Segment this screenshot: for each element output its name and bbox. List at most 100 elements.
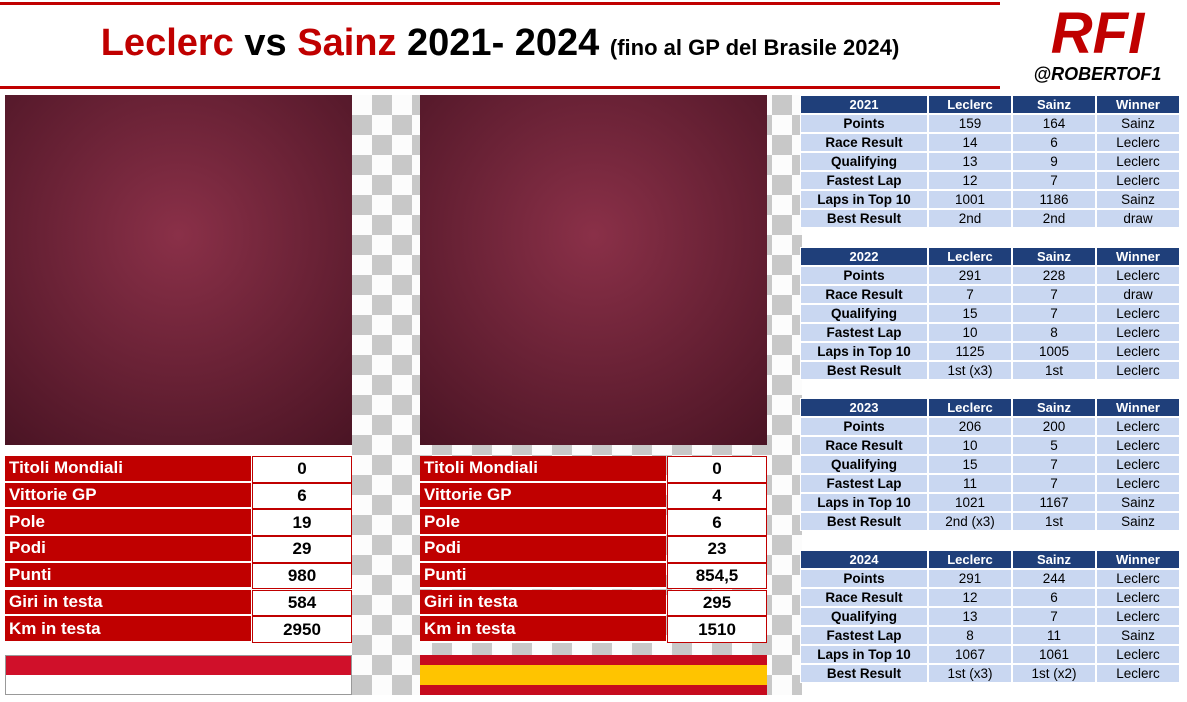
cell-value: Sainz bbox=[1096, 190, 1180, 209]
cell-value: draw bbox=[1096, 209, 1180, 228]
row-label: Best Result bbox=[800, 361, 928, 380]
stat-value: 6 bbox=[252, 482, 352, 510]
cell-value: 13 bbox=[928, 607, 1012, 626]
stat-value: 0 bbox=[667, 456, 767, 483]
cell-value: 10 bbox=[928, 323, 1012, 342]
cell-value: 1st (x3) bbox=[928, 361, 1012, 380]
stat-value: 854,5 bbox=[667, 562, 767, 590]
cell-value: 159 bbox=[928, 114, 1012, 133]
title: Leclerc vs Sainz 2021- 2024 (fino al GP … bbox=[0, 22, 1000, 65]
cell-value: 7 bbox=[1012, 607, 1096, 626]
driver-photo bbox=[5, 95, 352, 445]
year-header: Sainz bbox=[1012, 247, 1096, 266]
cell-value: 7 bbox=[928, 285, 1012, 304]
year-header: 2022 bbox=[800, 247, 928, 266]
cell-value: 2nd bbox=[1012, 209, 1096, 228]
row-label: Race Result bbox=[800, 588, 928, 607]
cell-value: 1st bbox=[1012, 512, 1096, 531]
row-label: Best Result bbox=[800, 512, 928, 531]
stat-label: Pole bbox=[420, 509, 666, 537]
cell-value: 7 bbox=[1012, 304, 1096, 323]
cell-value: 1021 bbox=[928, 493, 1012, 512]
cell-value: 1186 bbox=[1012, 190, 1096, 209]
cell-value: Sainz bbox=[1096, 493, 1180, 512]
cell-value: Leclerc bbox=[1096, 152, 1180, 171]
stat-value: 1510 bbox=[667, 616, 767, 643]
row-label: Laps in Top 10 bbox=[800, 645, 928, 664]
cell-value: 15 bbox=[928, 304, 1012, 323]
cell-value: Leclerc bbox=[1096, 436, 1180, 455]
row-label: Points bbox=[800, 266, 928, 285]
driver-photo bbox=[420, 95, 767, 445]
cell-value: Leclerc bbox=[1096, 474, 1180, 493]
cell-value: 200 bbox=[1012, 417, 1096, 436]
title-part: 2021- 2024 bbox=[407, 22, 600, 64]
year-header: Sainz bbox=[1012, 95, 1096, 114]
row-label: Qualifying bbox=[800, 152, 928, 171]
stat-label: Km in testa bbox=[420, 616, 666, 643]
cell-value: Leclerc bbox=[1096, 645, 1180, 664]
row-label: Race Result bbox=[800, 436, 928, 455]
cell-value: 1061 bbox=[1012, 645, 1096, 664]
year-header: Leclerc bbox=[928, 398, 1012, 417]
row-label: Fastest Lap bbox=[800, 323, 928, 342]
cell-value: Leclerc bbox=[1096, 417, 1180, 436]
cell-value: Leclerc bbox=[1096, 133, 1180, 152]
cell-value: 7 bbox=[1012, 455, 1096, 474]
stat-label: Giri in testa bbox=[420, 589, 666, 617]
cell-value: 1st (x2) bbox=[1012, 664, 1096, 683]
bottom-rule bbox=[0, 86, 1000, 89]
stat-value: 19 bbox=[252, 509, 352, 537]
cell-value: Leclerc bbox=[1096, 266, 1180, 285]
row-label: Points bbox=[800, 417, 928, 436]
row-label: Qualifying bbox=[800, 607, 928, 626]
cell-value: 1167 bbox=[1012, 493, 1096, 512]
cell-value: Sainz bbox=[1096, 114, 1180, 133]
stat-value: 23 bbox=[667, 536, 767, 563]
year-header: Winner bbox=[1096, 95, 1180, 114]
stat-value: 584 bbox=[252, 589, 352, 617]
cell-value: 291 bbox=[928, 266, 1012, 285]
year-header: Sainz bbox=[1012, 398, 1096, 417]
cell-value: 12 bbox=[928, 171, 1012, 190]
row-label: Laps in Top 10 bbox=[800, 342, 928, 361]
cell-value: Leclerc bbox=[1096, 304, 1180, 323]
flag-monaco bbox=[5, 655, 352, 695]
cell-value: 2nd bbox=[928, 209, 1012, 228]
cell-value: 7 bbox=[1012, 474, 1096, 493]
stat-label: Punti bbox=[420, 562, 666, 590]
row-label: Points bbox=[800, 569, 928, 588]
year-header: Winner bbox=[1096, 398, 1180, 417]
cell-value: Leclerc bbox=[1096, 361, 1180, 380]
cell-value: Sainz bbox=[1096, 512, 1180, 531]
stat-label: Pole bbox=[5, 509, 251, 537]
title-part: Leclerc bbox=[100, 22, 234, 64]
stat-value: 0 bbox=[252, 456, 352, 483]
cell-value: Leclerc bbox=[1096, 569, 1180, 588]
title-part: vs bbox=[244, 22, 287, 64]
cell-value: Leclerc bbox=[1096, 323, 1180, 342]
cell-value: 9 bbox=[1012, 152, 1096, 171]
cell-value: 13 bbox=[928, 152, 1012, 171]
cell-value: 206 bbox=[928, 417, 1012, 436]
cell-value: 14 bbox=[928, 133, 1012, 152]
cell-value: Leclerc bbox=[1096, 455, 1180, 474]
cell-value: 164 bbox=[1012, 114, 1096, 133]
row-label: Fastest Lap bbox=[800, 626, 928, 645]
row-label: Laps in Top 10 bbox=[800, 190, 928, 209]
row-label: Laps in Top 10 bbox=[800, 493, 928, 512]
stat-label: Punti bbox=[5, 562, 251, 590]
title-part: Sainz bbox=[297, 22, 397, 64]
cell-value: 2nd (x3) bbox=[928, 512, 1012, 531]
cell-value: 5 bbox=[1012, 436, 1096, 455]
stat-label: Podi bbox=[5, 536, 251, 563]
year-header: Winner bbox=[1096, 550, 1180, 569]
row-label: Qualifying bbox=[800, 455, 928, 474]
logo: RFI bbox=[1050, 1, 1145, 66]
row-label: Race Result bbox=[800, 133, 928, 152]
year-header: Winner bbox=[1096, 247, 1180, 266]
cell-value: 15 bbox=[928, 455, 1012, 474]
year-header: Leclerc bbox=[928, 247, 1012, 266]
top-rule bbox=[0, 2, 1000, 5]
cell-value: 11 bbox=[928, 474, 1012, 493]
